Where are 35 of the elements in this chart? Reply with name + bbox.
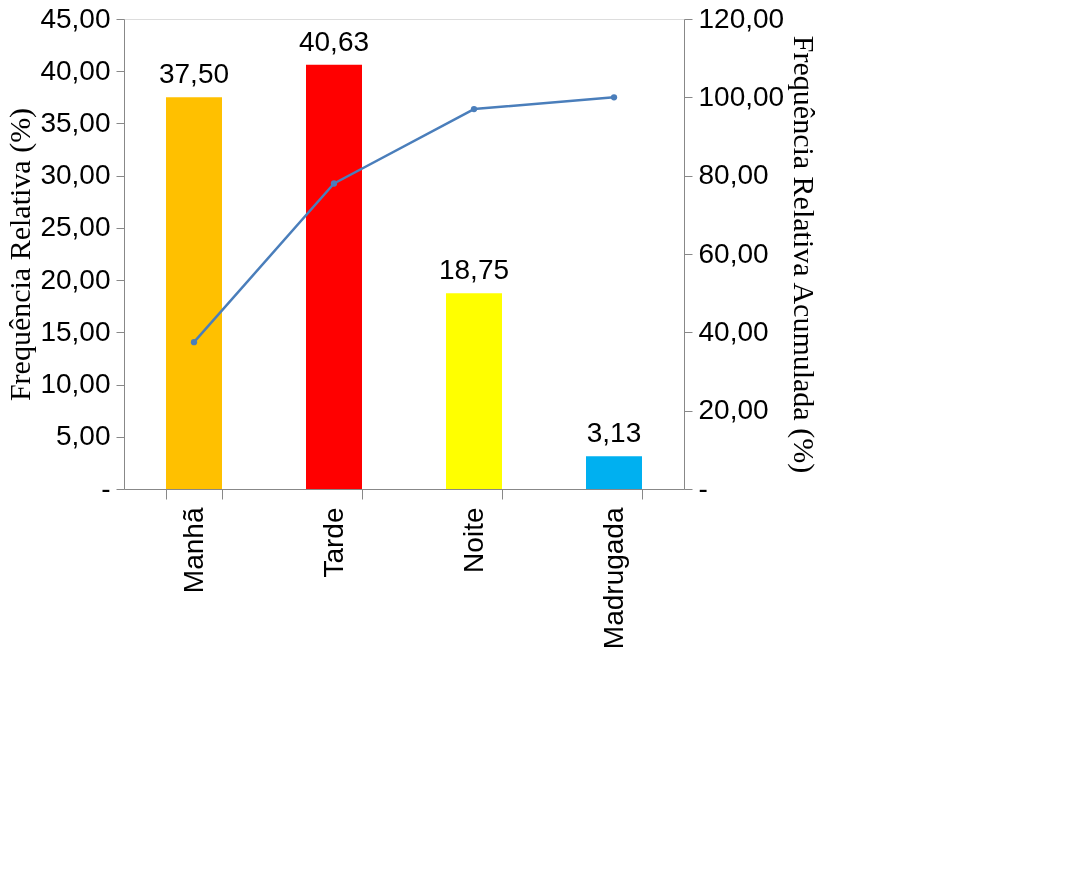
data-label: 18,75 bbox=[438, 254, 510, 286]
point bbox=[330, 180, 338, 187]
y-tick-label: 30,00 bbox=[40, 159, 111, 191]
x-tick-label: Madrugada bbox=[597, 507, 629, 650]
y-tick-label: 25,00 bbox=[40, 211, 111, 243]
y-axis-title: Frequência Relativa (%) bbox=[3, 107, 38, 402]
point bbox=[610, 94, 618, 101]
bar bbox=[586, 456, 642, 489]
y-tick-label: 20,00 bbox=[40, 263, 111, 295]
y2-tick-label: 60,00 bbox=[698, 237, 769, 269]
y2-tick-label: 40,00 bbox=[698, 315, 769, 347]
x-tick-label: Noite bbox=[457, 507, 489, 573]
y-tick-label: 15,00 bbox=[40, 315, 111, 347]
y2-tick-label: 20,00 bbox=[698, 394, 769, 426]
point bbox=[470, 105, 478, 113]
y-tick-label: 40,00 bbox=[40, 54, 111, 86]
y2-axis-title: Frequência Relativa Acumulada (%) bbox=[787, 35, 822, 474]
bar bbox=[166, 97, 222, 489]
bar bbox=[446, 293, 502, 489]
bar bbox=[306, 64, 362, 489]
data-label: 37,50 bbox=[158, 58, 230, 90]
x-tick-label: Manhã bbox=[177, 507, 209, 594]
data-label: 40,63 bbox=[298, 25, 370, 57]
y-tick-label: - bbox=[101, 472, 111, 504]
x-tick-label: Tarde bbox=[317, 507, 349, 578]
y-tick-label: 10,00 bbox=[40, 368, 111, 400]
y-tick-label: 45,00 bbox=[40, 2, 111, 34]
data-label: 3,13 bbox=[586, 417, 642, 449]
y2-tick-label: 80,00 bbox=[698, 159, 769, 191]
y-tick-label: 35,00 bbox=[40, 106, 111, 138]
y2-tick-label: - bbox=[698, 472, 708, 504]
point bbox=[190, 338, 198, 346]
y2-tick-label: 120,00 bbox=[698, 2, 785, 34]
y2-tick-label: 100,00 bbox=[698, 80, 785, 112]
y-tick-label: 5,00 bbox=[56, 420, 111, 452]
